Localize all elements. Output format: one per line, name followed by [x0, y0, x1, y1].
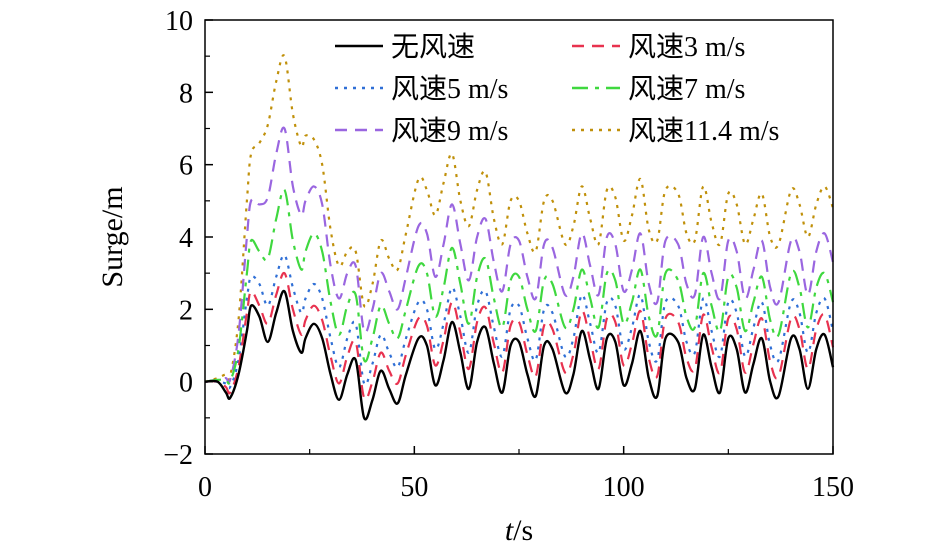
legend-label-2: 风速5 m/s: [391, 74, 508, 105]
x-axis-label-unit: /s: [513, 514, 533, 547]
legend-label-5: 风速11.4 m/s: [628, 116, 779, 147]
legend-label-0: 无风速: [391, 32, 475, 63]
legend-label-4: 风速9 m/s: [391, 116, 508, 147]
plot-lines: [204, 54, 835, 421]
series-line-3: [204, 188, 835, 385]
y-tick-label: 8: [179, 78, 193, 109]
legend-label-1: 风速3 m/s: [628, 32, 745, 63]
x-axis-label-var: t: [505, 514, 514, 547]
x-tick-label: 0: [198, 472, 212, 503]
y-tick-label: 4: [179, 223, 193, 254]
series-line-1: [204, 271, 835, 401]
x-tick-label: 50: [400, 472, 428, 503]
y-tick-label: 6: [179, 151, 193, 182]
series-line-4: [204, 126, 835, 384]
y-tick-label: −2: [163, 440, 193, 471]
y-axis-label: Surge/m: [96, 186, 129, 287]
y-tick-label: 2: [179, 295, 193, 326]
series-line-0: [204, 289, 835, 421]
legend-label-3: 风速7 m/s: [628, 74, 745, 105]
y-tick-label: 0: [179, 368, 193, 399]
legend: 无风速 风速3 m/s 风速5 m/s 风速7 m/s 风速9 m/s 风速11.4 m/…: [335, 32, 779, 147]
x-tick-label: 150: [812, 472, 854, 503]
y-tick-label: 10: [165, 6, 193, 37]
x-tick-label: 100: [603, 472, 645, 503]
x-axis-label: t/s: [505, 514, 533, 547]
